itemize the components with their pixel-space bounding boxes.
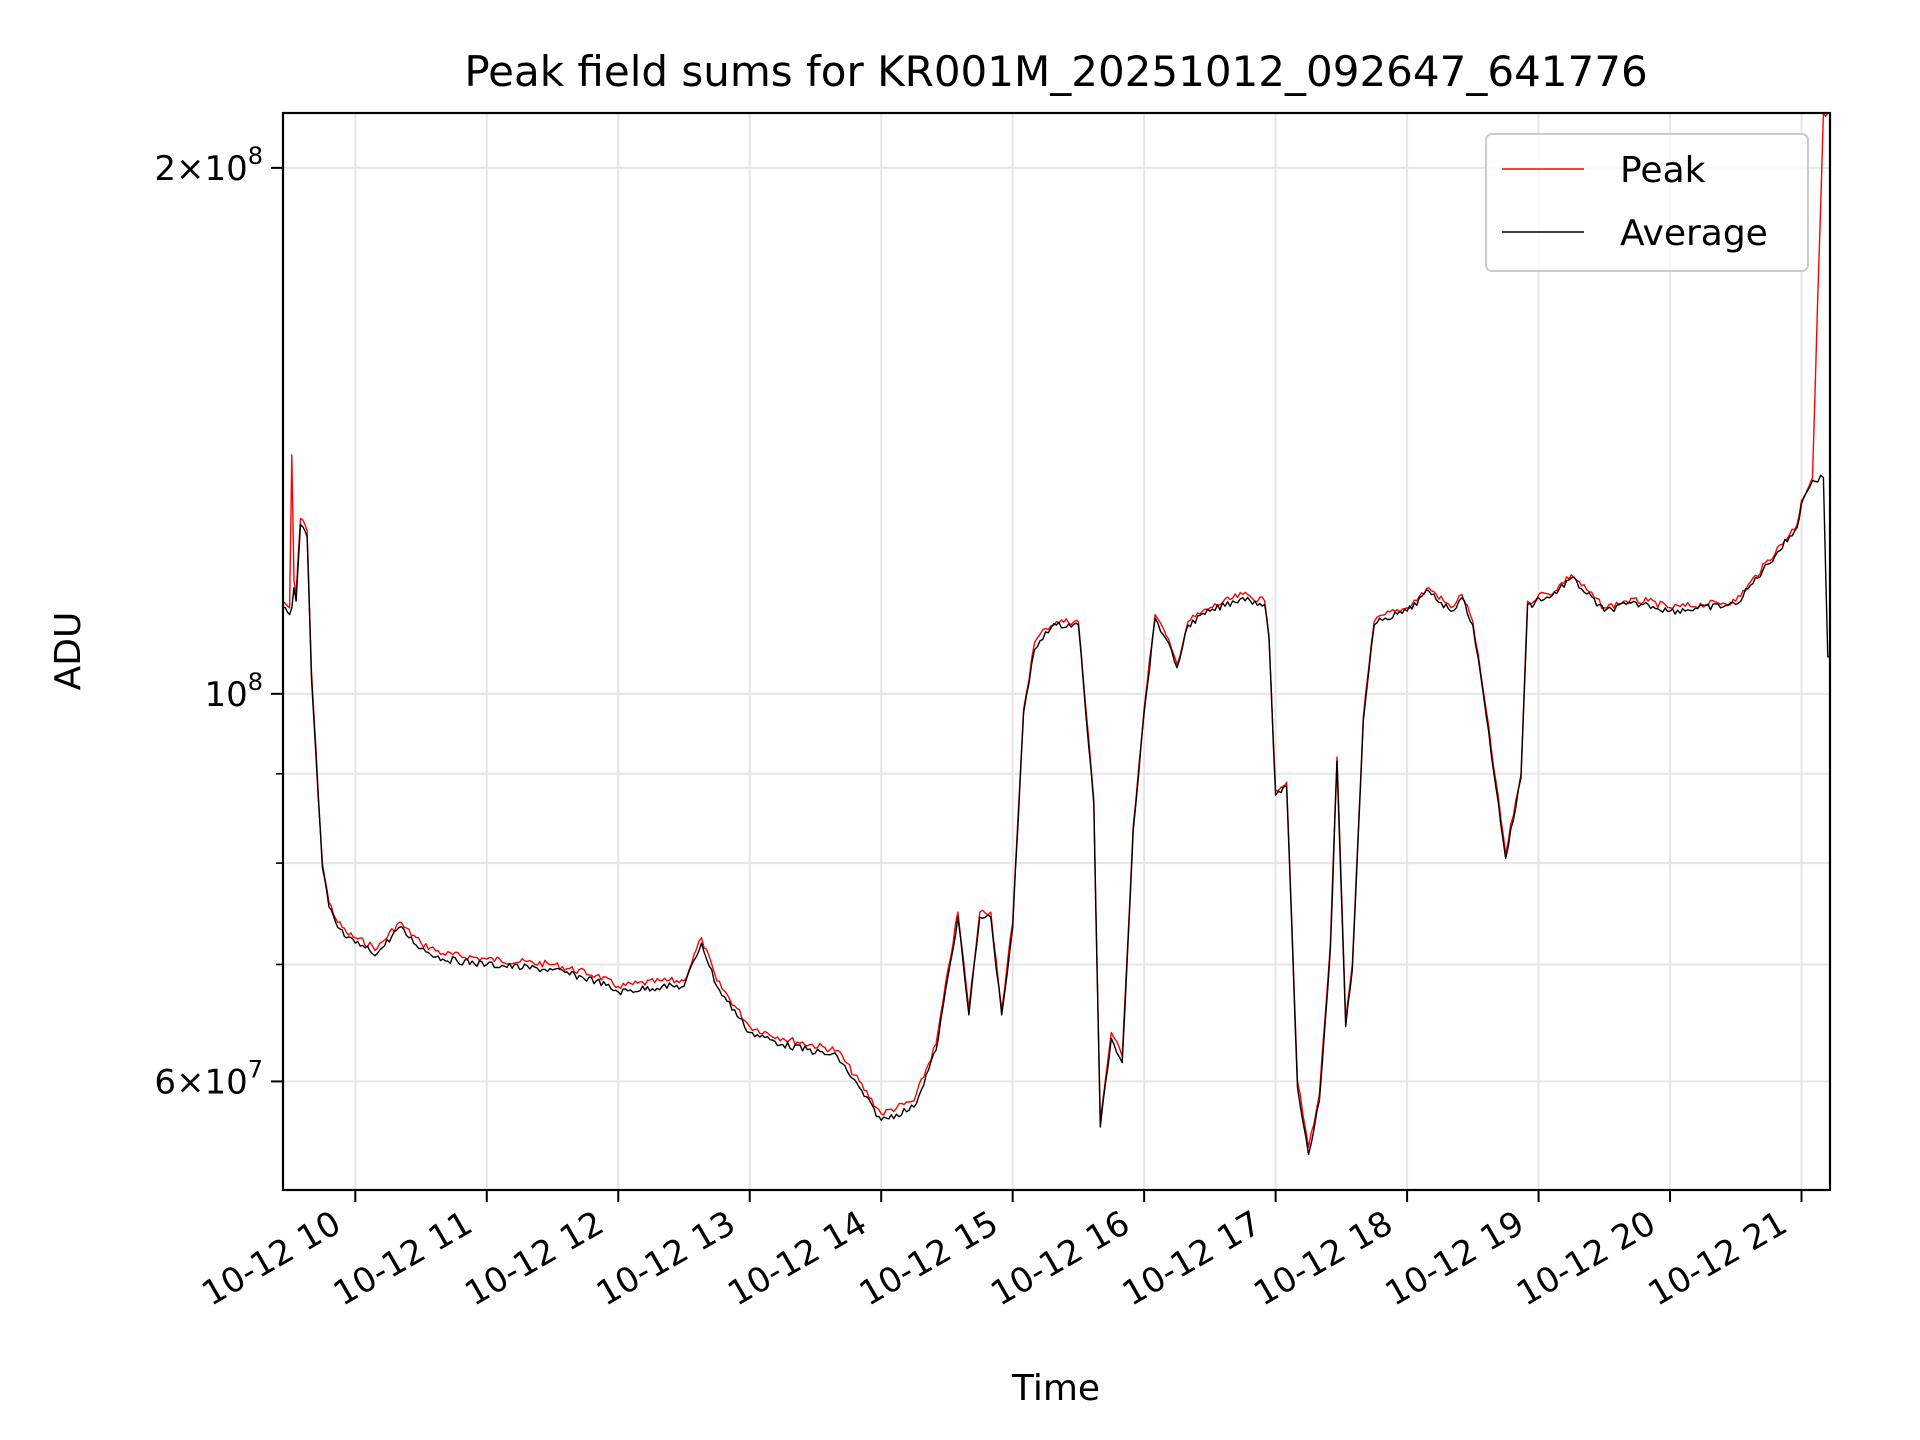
legend: Peak Average — [1485, 133, 1809, 272]
series-line-average — [282, 474, 1830, 1156]
y-tick-label: 108 — [204, 668, 263, 715]
y-tick-label: 6×107 — [154, 1055, 263, 1102]
legend-label-peak: Peak — [1620, 150, 1706, 191]
y-tick-label: 2×108 — [154, 142, 263, 189]
data-layer — [282, 112, 1830, 1156]
legend-label-average: Average — [1620, 213, 1768, 254]
plot-frame — [281, 111, 1832, 1192]
x-axis-title: Time — [1011, 1368, 1100, 1409]
chart-title: Peak field sums for KR001M_20251012_0926… — [464, 47, 1647, 96]
y-axis-title: ADU — [48, 612, 89, 691]
grid-layer — [283, 113, 1830, 1190]
